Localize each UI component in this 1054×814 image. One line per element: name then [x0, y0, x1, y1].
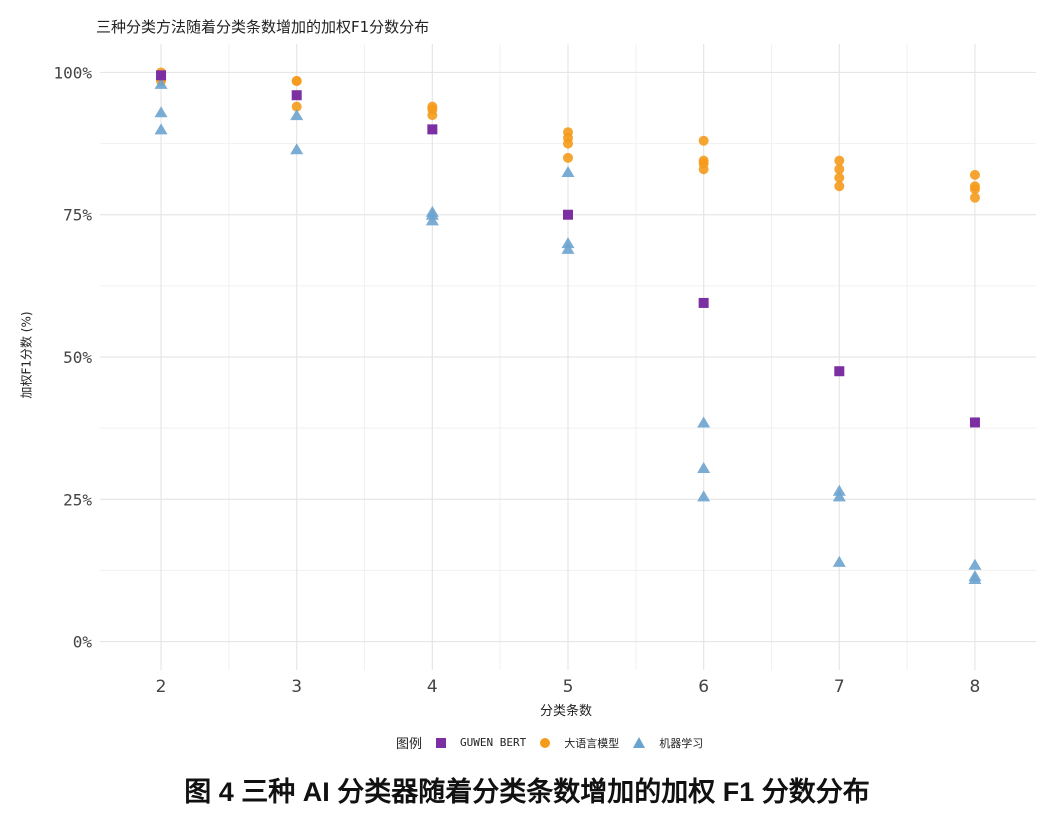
point-guwen-bert	[563, 209, 573, 220]
point-machine-learning	[290, 109, 304, 121]
legend-item-llm: 大语言模型	[540, 735, 619, 751]
point-machine-learning	[290, 143, 304, 155]
legend-item-ml: 机器学习	[633, 735, 703, 751]
chart-title: 三种分类方法随着分类条数增加的加权F1分数分布	[96, 18, 430, 36]
point-machine-learning	[561, 242, 575, 254]
point-llm	[427, 110, 438, 121]
point-llm	[969, 184, 980, 195]
x-tick-label: 8	[970, 677, 981, 697]
point-machine-learning	[697, 461, 711, 473]
point-llm	[834, 172, 845, 183]
scatter-plot: 0% 25% 50% 75% 100% 2 3 4 5 6 7 8	[53, 44, 1036, 697]
point-machine-learning	[154, 123, 168, 135]
point-llm	[969, 169, 980, 180]
x-tick-label: 6	[698, 677, 709, 697]
x-tick-label: 2	[156, 677, 167, 697]
point-llm	[969, 192, 980, 203]
point-machine-learning	[697, 416, 711, 428]
point-machine-learning	[561, 166, 575, 178]
y-axis-label: 加权F1分数 (%)	[19, 311, 34, 399]
x-tick-label: 4	[427, 677, 438, 697]
point-guwen-bert	[291, 90, 302, 101]
point-machine-learning	[154, 77, 168, 89]
point-machine-learning	[561, 237, 575, 249]
legend-label: GUWEN BERT	[460, 736, 527, 749]
point-guwen-bert	[156, 70, 167, 81]
point-llm	[834, 155, 845, 166]
point-llm	[291, 101, 302, 112]
point-guwen-bert	[427, 124, 438, 135]
y-tick-label: 0%	[73, 633, 93, 652]
legend-label: 大语言模型	[564, 736, 620, 750]
legend-title: 图例	[396, 737, 423, 752]
axis-ticks: 0% 25% 50% 75% 100% 2 3 4 5 6 7 8	[53, 63, 980, 697]
legend-label: 机器学习	[659, 736, 704, 750]
legend-item-guwen-bert: GUWEN BERT	[436, 736, 526, 749]
point-guwen-bert	[698, 297, 709, 308]
point-llm	[563, 152, 573, 163]
x-tick-label: 7	[834, 677, 845, 697]
point-guwen-bert	[969, 417, 980, 428]
y-tick-label: 25%	[63, 490, 92, 509]
square-marker-icon	[436, 737, 447, 748]
triangle-marker-icon	[633, 737, 646, 748]
point-machine-learning	[832, 484, 846, 496]
y-tick-label: 100%	[53, 63, 92, 82]
x-tick-label: 3	[291, 677, 302, 697]
figure-caption: 图 4 三种 AI 分类器随着分类条数增加的加权 F1 分数分布	[184, 777, 870, 807]
point-machine-learning	[425, 214, 439, 226]
point-machine-learning	[154, 106, 168, 118]
point-machine-learning	[697, 490, 711, 502]
point-machine-learning	[832, 555, 846, 567]
point-machine-learning	[968, 572, 982, 584]
point-llm	[563, 138, 573, 149]
point-machine-learning	[968, 558, 982, 570]
x-axis-label: 分类条数	[539, 704, 593, 719]
point-llm	[834, 164, 845, 175]
circle-marker-icon	[540, 737, 551, 748]
point-llm	[291, 75, 302, 86]
point-guwen-bert	[834, 366, 845, 377]
point-llm	[698, 164, 709, 175]
x-tick-label: 5	[563, 677, 574, 697]
point-llm	[698, 135, 709, 146]
point-machine-learning	[425, 208, 439, 220]
data-points	[154, 67, 982, 584]
y-tick-label: 75%	[63, 206, 92, 225]
legend: 图例 GUWEN BERT 大语言模型 机器学习	[396, 733, 717, 752]
point-llm	[834, 181, 845, 192]
point-machine-learning	[832, 490, 846, 502]
y-tick-label: 50%	[63, 348, 92, 367]
